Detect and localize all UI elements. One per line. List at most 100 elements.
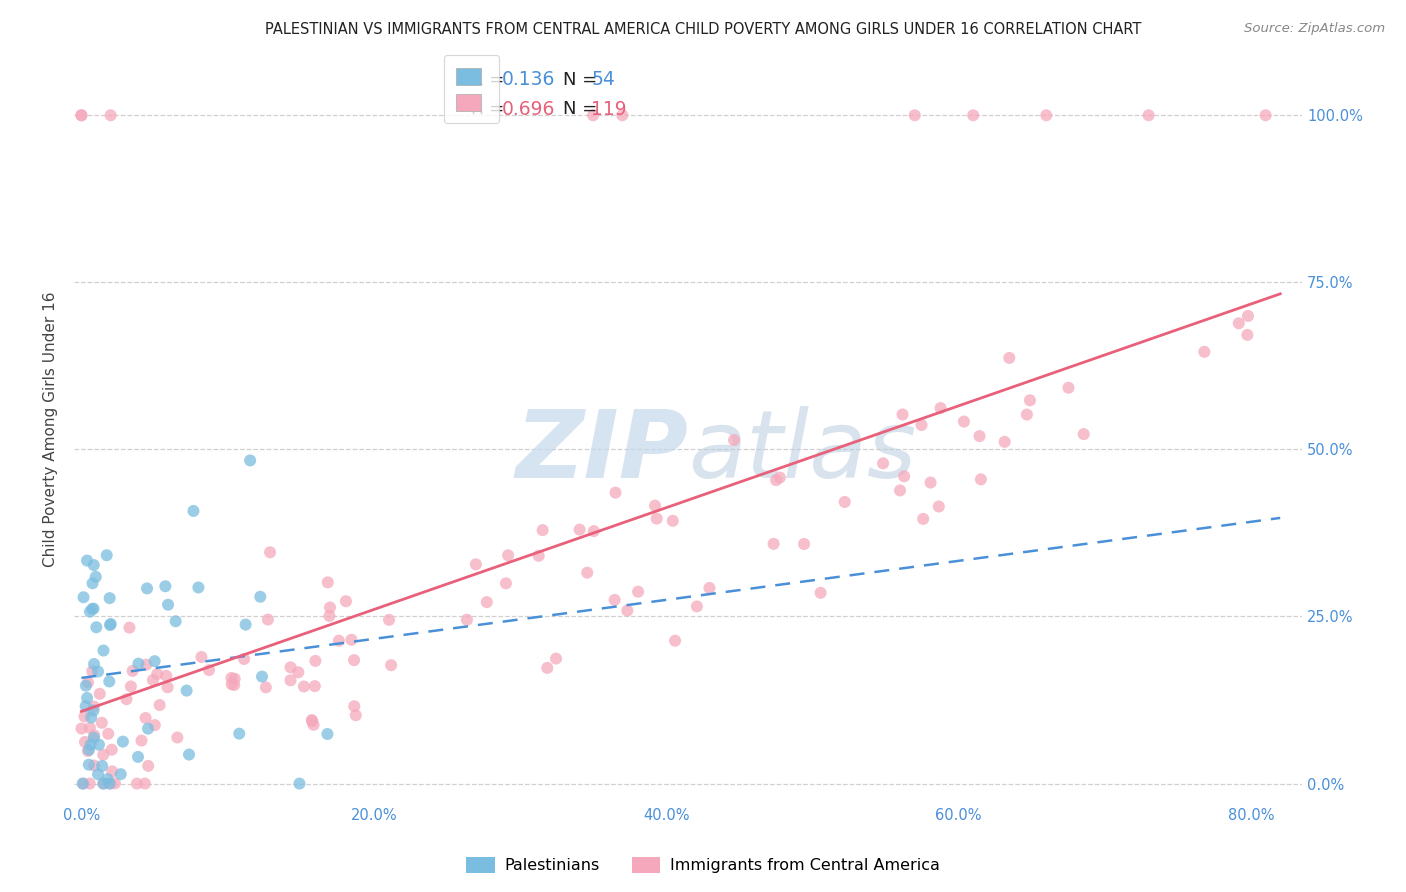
Point bbox=[149, 698, 172, 712]
Point bbox=[127, 657, 149, 671]
Point bbox=[994, 434, 1017, 449]
Point bbox=[316, 575, 339, 590]
Point bbox=[165, 614, 187, 628]
Point bbox=[664, 633, 686, 648]
Point bbox=[343, 699, 366, 714]
Point bbox=[127, 750, 149, 764]
Point bbox=[143, 654, 166, 668]
Point bbox=[456, 613, 478, 627]
Point bbox=[287, 665, 309, 680]
Point bbox=[76, 744, 98, 758]
Point bbox=[1237, 309, 1260, 323]
Point bbox=[301, 714, 323, 728]
Point bbox=[464, 558, 486, 572]
Point bbox=[96, 772, 118, 787]
Point bbox=[834, 495, 856, 509]
Point bbox=[318, 609, 340, 624]
Point bbox=[135, 657, 157, 672]
Point bbox=[627, 584, 650, 599]
Point bbox=[891, 408, 914, 422]
Point bbox=[319, 600, 342, 615]
Point bbox=[120, 680, 142, 694]
Point bbox=[72, 776, 94, 790]
Point bbox=[661, 514, 683, 528]
Point bbox=[72, 591, 94, 605]
Point bbox=[190, 650, 212, 665]
Point bbox=[343, 653, 366, 667]
Point bbox=[378, 613, 401, 627]
Point bbox=[889, 483, 911, 498]
Point bbox=[73, 709, 96, 723]
Point bbox=[872, 456, 894, 470]
Point bbox=[187, 581, 209, 595]
Point bbox=[70, 108, 93, 122]
Point bbox=[531, 523, 554, 537]
Point bbox=[86, 620, 108, 634]
Point bbox=[280, 673, 302, 688]
Point bbox=[72, 776, 94, 790]
Point bbox=[292, 680, 315, 694]
Y-axis label: Child Poverty Among Girls Under 16: Child Poverty Among Girls Under 16 bbox=[44, 292, 58, 567]
Point bbox=[100, 776, 122, 790]
Point bbox=[70, 108, 93, 122]
Point bbox=[893, 469, 915, 483]
Point bbox=[998, 351, 1021, 365]
Point bbox=[156, 681, 179, 695]
Point bbox=[76, 690, 98, 705]
Point bbox=[79, 721, 101, 735]
Point bbox=[96, 548, 118, 562]
Point bbox=[970, 472, 993, 486]
Point bbox=[110, 767, 132, 781]
Point bbox=[582, 524, 605, 538]
Point bbox=[568, 523, 591, 537]
Point bbox=[224, 678, 246, 692]
Point bbox=[616, 603, 638, 617]
Point bbox=[912, 512, 935, 526]
Point bbox=[1035, 108, 1057, 122]
Point bbox=[134, 776, 156, 790]
Point bbox=[155, 579, 177, 593]
Point bbox=[97, 727, 120, 741]
Point bbox=[1057, 381, 1080, 395]
Legend: Palestinians, Immigrants from Central America: Palestinians, Immigrants from Central Am… bbox=[460, 850, 946, 880]
Point bbox=[75, 679, 97, 693]
Point bbox=[75, 699, 97, 714]
Point bbox=[380, 658, 402, 673]
Point bbox=[1015, 408, 1038, 422]
Point bbox=[603, 593, 626, 607]
Point bbox=[93, 776, 115, 790]
Point bbox=[953, 415, 976, 429]
Point bbox=[136, 759, 159, 773]
Point bbox=[536, 661, 558, 675]
Point bbox=[233, 652, 256, 666]
Point bbox=[765, 473, 787, 487]
Text: 0.136: 0.136 bbox=[502, 70, 555, 89]
Point bbox=[221, 671, 243, 685]
Point bbox=[82, 601, 104, 615]
Point bbox=[100, 108, 122, 122]
Point bbox=[904, 108, 927, 122]
Text: R =: R = bbox=[471, 100, 510, 118]
Point bbox=[316, 727, 339, 741]
Point bbox=[340, 632, 363, 647]
Point bbox=[257, 613, 280, 627]
Point bbox=[239, 453, 262, 467]
Point bbox=[83, 699, 105, 714]
Text: atlas: atlas bbox=[688, 407, 917, 498]
Point bbox=[928, 500, 950, 514]
Point bbox=[495, 576, 517, 591]
Point bbox=[93, 643, 115, 657]
Point bbox=[1019, 393, 1042, 408]
Point bbox=[79, 776, 101, 790]
Point bbox=[82, 664, 104, 678]
Point bbox=[115, 692, 138, 706]
Point bbox=[612, 108, 634, 122]
Point bbox=[77, 743, 100, 757]
Point bbox=[118, 621, 141, 635]
Point bbox=[496, 549, 519, 563]
Point bbox=[254, 681, 277, 695]
Point bbox=[98, 674, 121, 689]
Point bbox=[793, 537, 815, 551]
Point bbox=[76, 553, 98, 567]
Text: PALESTINIAN VS IMMIGRANTS FROM CENTRAL AMERICA CHILD POVERTY AMONG GIRLS UNDER 1: PALESTINIAN VS IMMIGRANTS FROM CENTRAL A… bbox=[264, 22, 1142, 37]
